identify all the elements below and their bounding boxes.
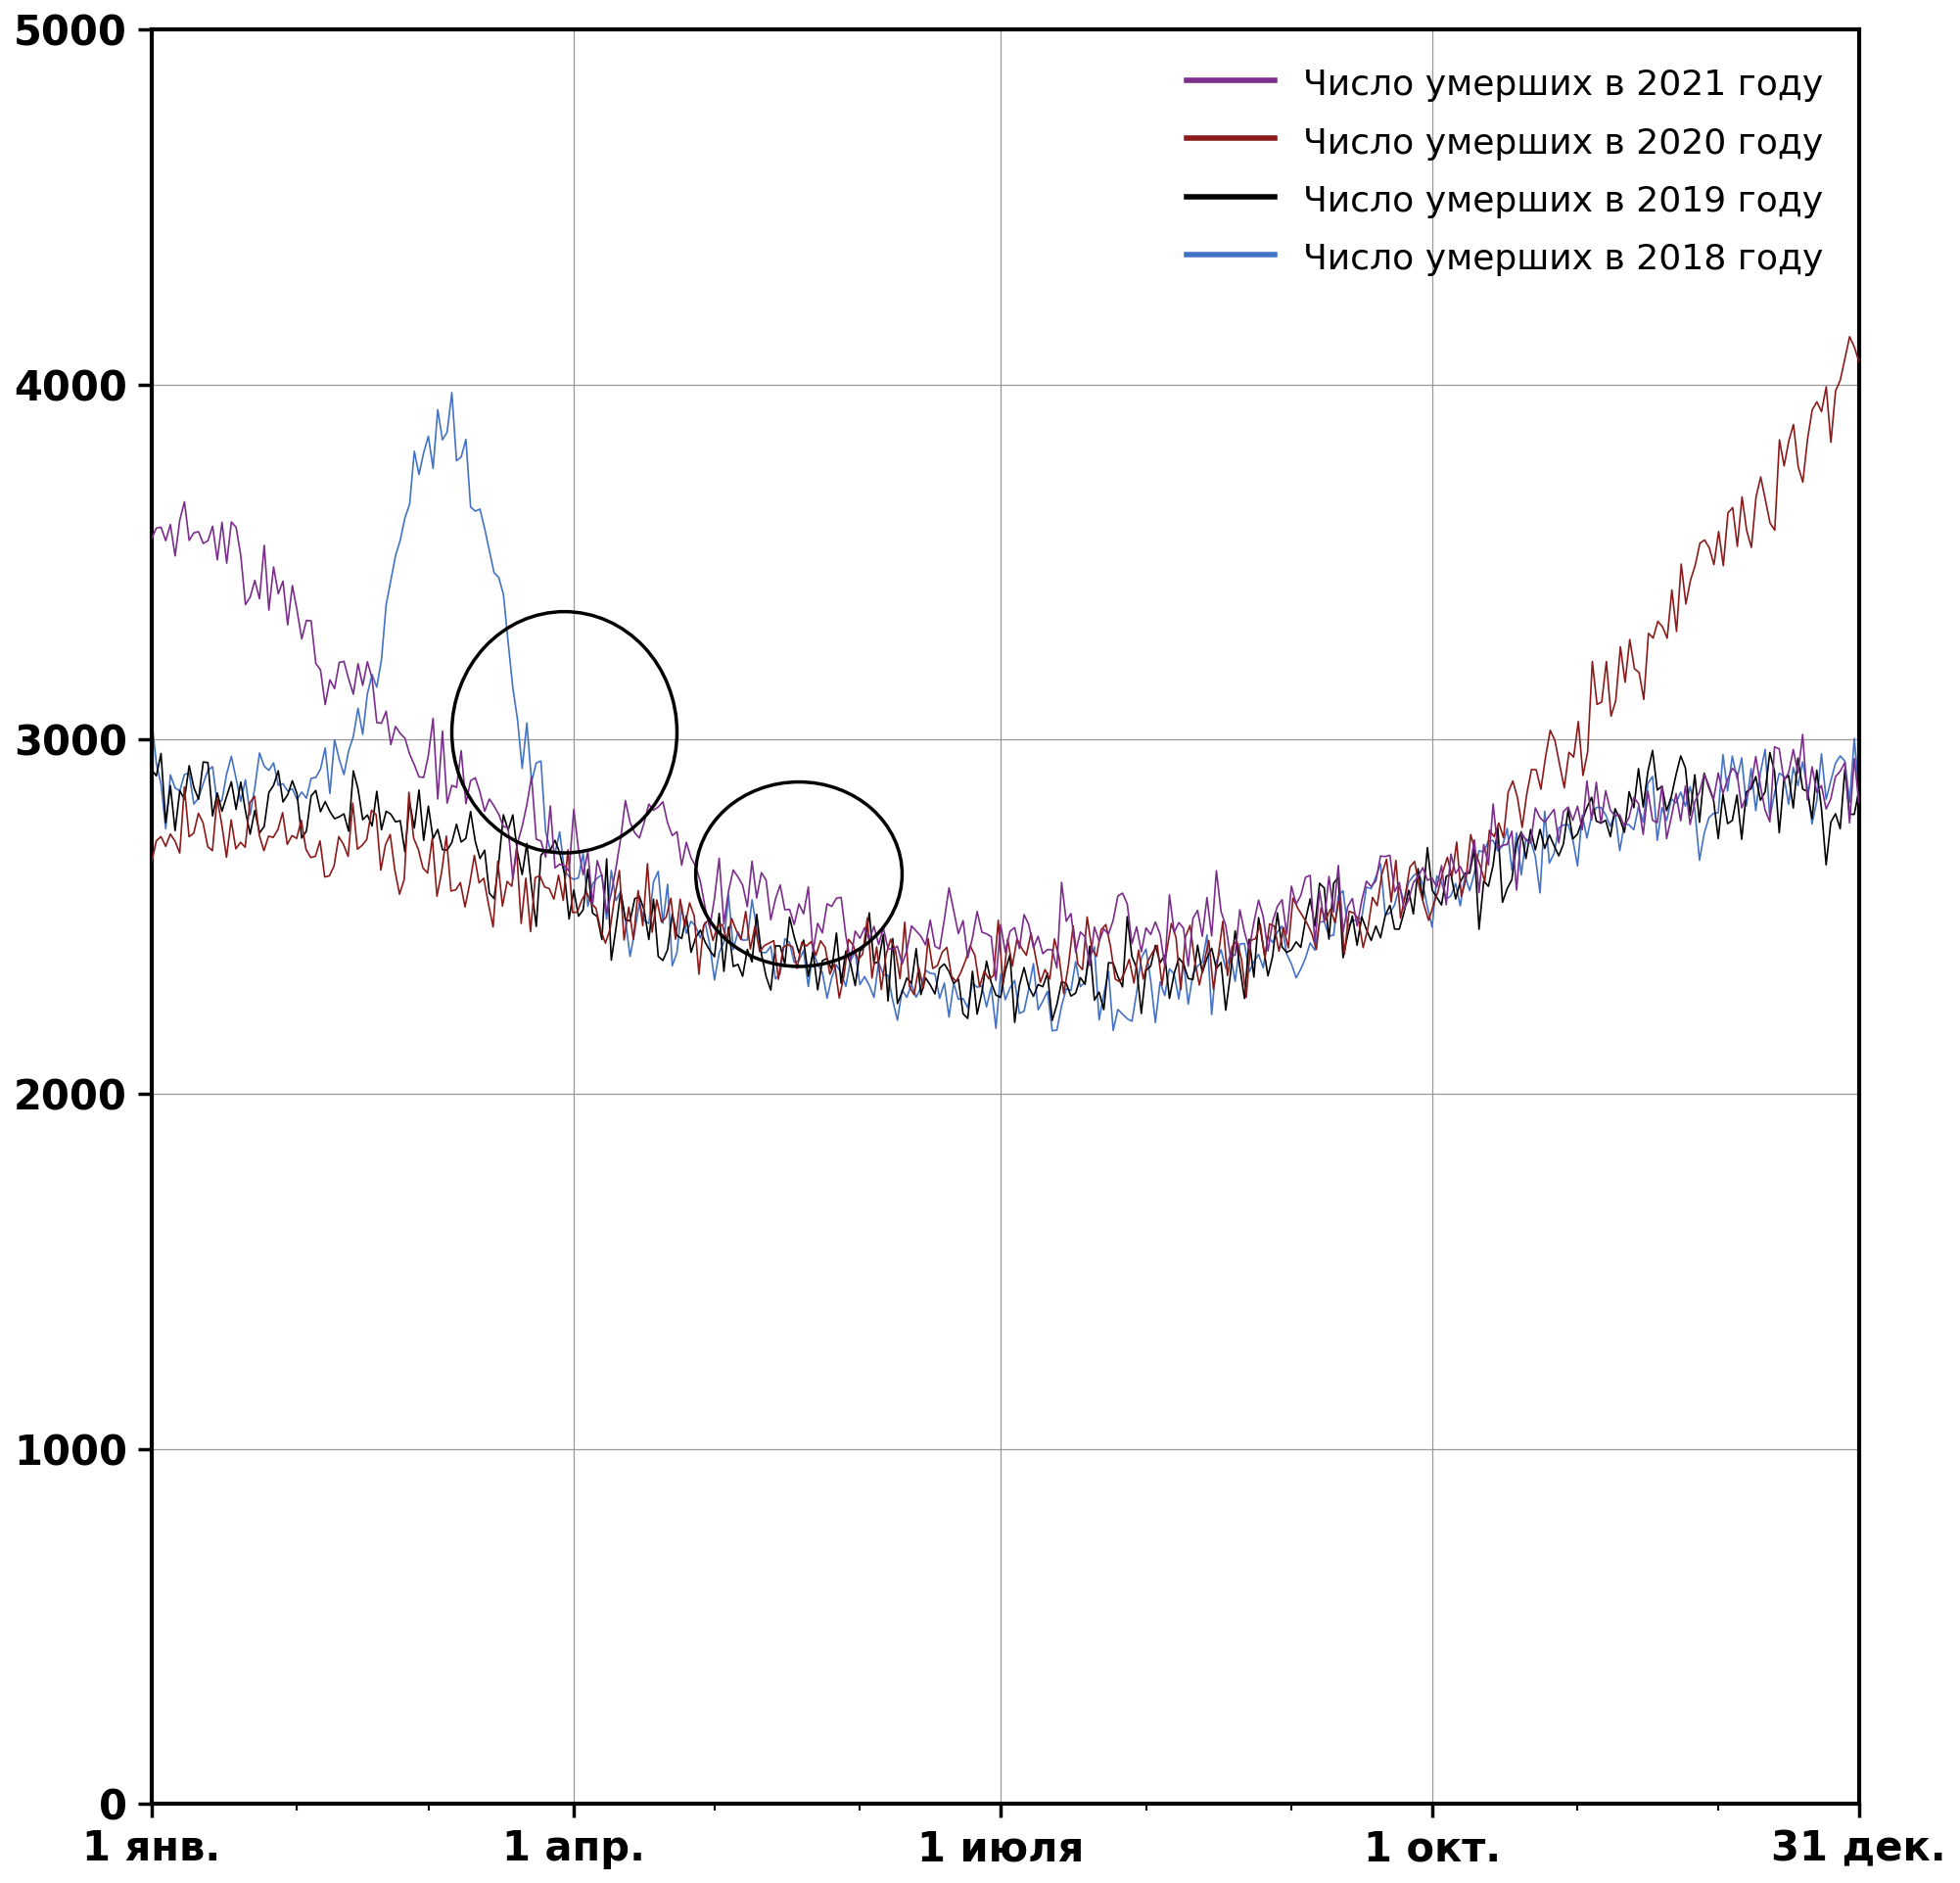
Legend: Число умерших в 2021 году, Число умерших в 2020 году, Число умерших в 2019 году,: Число умерших в 2021 году, Число умерших… <box>1168 47 1840 294</box>
